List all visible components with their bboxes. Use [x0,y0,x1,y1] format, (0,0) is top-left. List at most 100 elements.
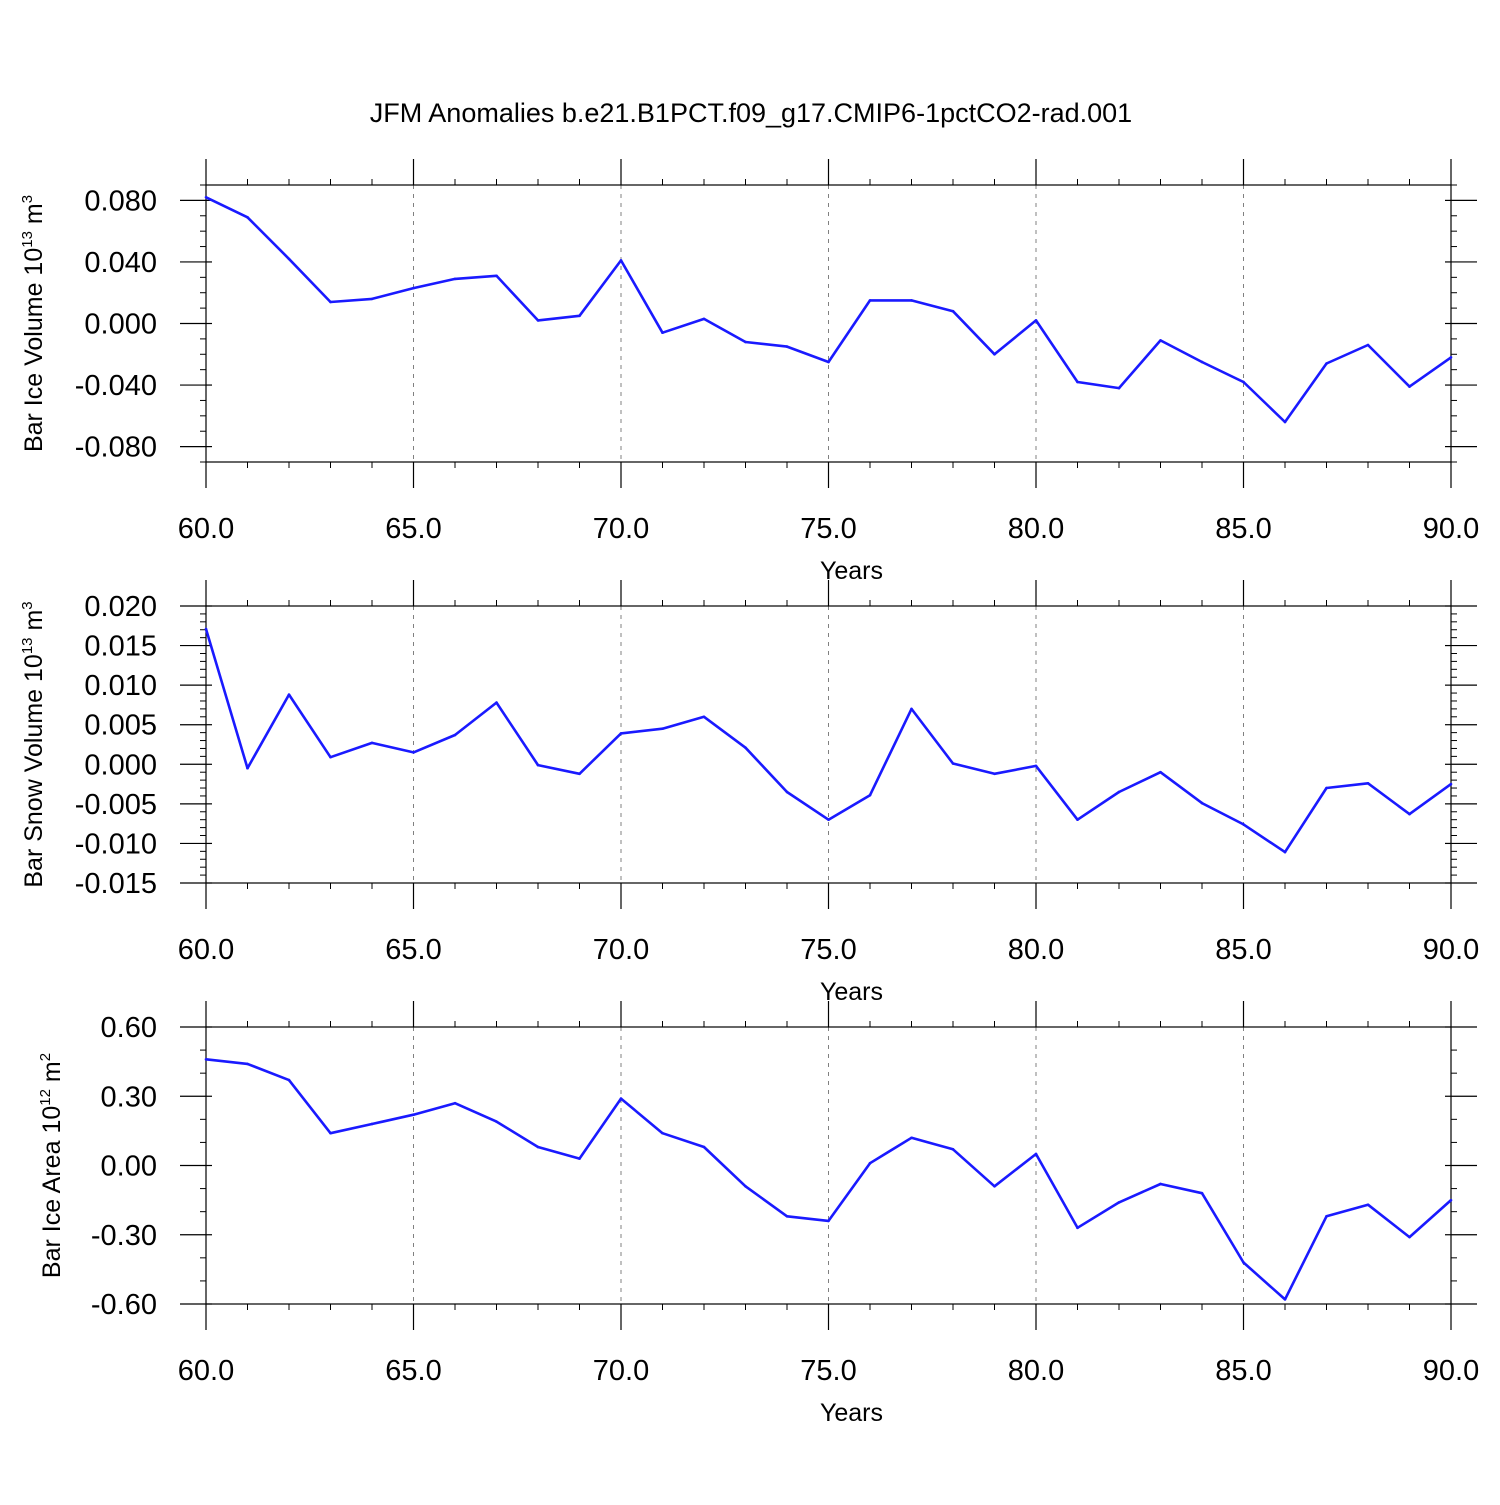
y-tick-label: 0.30 [101,1081,157,1113]
y-axis-unit-exp: 12 [37,1089,54,1106]
data-point [1200,801,1204,805]
data-point [495,274,498,278]
x-tick-label: 75.0 [800,513,856,545]
data-point [1034,764,1038,768]
data-point [1449,782,1453,786]
y-tick-label: -0.040 [75,370,157,402]
data-point [453,277,457,281]
data-point [204,1058,208,1061]
data-point [910,299,913,302]
data-point [661,1131,664,1135]
data-point [1200,360,1204,364]
data-point [910,707,913,711]
x-tick-label: 80.0 [1008,513,1064,545]
data-point [578,314,581,318]
y-axis-title: Bar Ice Area 1012 m2 [37,1053,66,1278]
x-tick-label: 80.0 [1008,1355,1064,1387]
data-point [661,331,664,335]
data-point [329,300,332,304]
panel-1: 60.0 65.0 70.0 75.0 80.0 85.0 90.0 -0.080 -0.040… [19,159,1479,585]
x-tick-label: 85.0 [1215,513,1271,545]
y-axis-unit-base: 10 [20,248,48,276]
data-point [702,715,706,719]
data-point [1366,343,1370,347]
data-point [744,340,747,344]
data-point [868,1161,872,1165]
data-point [744,746,747,749]
data-point [495,1120,498,1123]
y-tick-label: 0.00 [101,1151,157,1183]
data-point [1408,812,1411,816]
y-axis-unit-name: m [20,610,48,638]
panel-3: 60.0 65.0 70.0 75.0 80.0 85.0 90.0 -0.60 -0.30 0.… [37,1001,1479,1427]
y-tick-label: -0.60 [91,1289,157,1321]
data-point [1159,339,1162,342]
y-tick-label: 0.005 [84,710,157,742]
data-point [246,216,249,219]
data-point [1325,1214,1328,1218]
x-tick-label: 60.0 [178,513,234,545]
data-point [785,1214,789,1218]
y-tick-label: 0.080 [84,185,157,217]
y-axis-unit-name: m [38,1061,66,1089]
data-point [619,259,623,262]
y-tick-label: 0.040 [84,247,157,279]
y-tick-label: -0.015 [75,868,157,900]
y-axis-unit-exp: 13 [19,637,36,654]
data-point [1408,385,1411,388]
data-point [246,766,249,770]
x-tick-label: 60.0 [178,1355,234,1387]
data-point [993,772,996,776]
data-point [827,360,830,364]
data-point [785,790,789,794]
data-point [868,793,872,797]
data-point [412,1113,415,1117]
data-point [868,299,872,302]
data-point [370,297,374,301]
y-tick-label: 0.60 [101,1012,157,1044]
data-point [370,741,374,745]
figure-title: JFM Anomalies b.e21.B1PCT.f09_g17.CMIP6-… [370,98,1132,128]
y-axis-unit-name-exp: 2 [37,1053,54,1061]
data-point [1200,1191,1204,1195]
data-point [1117,790,1121,794]
panel-2: 60.0 65.0 70.0 75.0 80.0 85.0 90.0 -0.015 -0.010… [19,580,1479,1006]
x-tick-label: 65.0 [385,513,441,545]
x-tick-label: 90.0 [1423,934,1479,966]
data-point [204,627,208,631]
y-axis-unit-base: 10 [38,1106,66,1134]
y-axis-title-text: Bar Snow Volume [20,682,48,888]
x-tick-label: 65.0 [385,1355,441,1387]
data-point [287,1078,291,1082]
y-axis-unit-name: m [20,203,48,231]
data-point [951,762,955,765]
data-point [1325,786,1328,790]
data-point [536,763,540,767]
data-point [619,732,623,735]
data-point [1076,1226,1079,1230]
x-tick-label: 85.0 [1215,934,1271,966]
data-point [246,1062,249,1066]
data-point [412,286,415,290]
data-point [1159,770,1162,774]
data-point [1159,1182,1162,1186]
data-point [1408,1235,1411,1239]
y-axis-unit-base: 10 [20,654,48,682]
y-axis-title-text: Bar Ice Volume [20,276,48,452]
data-point [951,309,955,313]
data-point [536,319,540,322]
x-tick-label: 80.0 [1008,934,1064,966]
data-point [412,751,415,754]
y-tick-label: -0.010 [75,828,157,860]
data-point [204,196,208,199]
y-axis-unit-name-exp: 3 [19,195,36,203]
y-tick-label: -0.30 [91,1220,157,1252]
x-tick-label: 70.0 [593,513,649,545]
data-point [1076,380,1079,384]
y-tick-label: 0.000 [84,309,157,341]
data-point [1449,356,1453,359]
y-axis-unit-name-exp: 3 [19,601,36,609]
x-axis-title: Years [820,1399,883,1427]
